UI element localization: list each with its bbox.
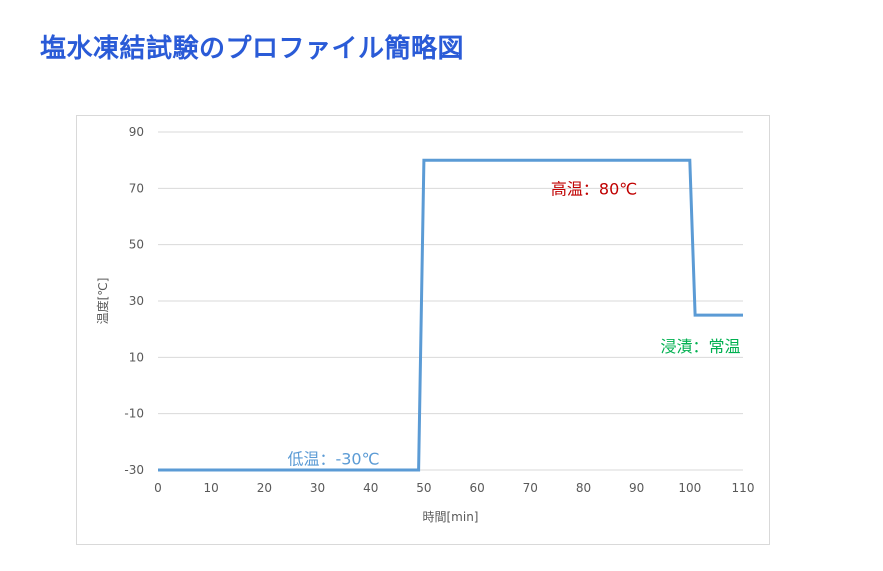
x-tick-label: 60: [469, 481, 484, 495]
x-tick-label: 90: [629, 481, 644, 495]
x-tick-label: 20: [257, 481, 272, 495]
y-tick-label: 10: [129, 350, 144, 364]
y-axis-label: 温度[℃]: [95, 278, 110, 325]
x-tick-label: 50: [416, 481, 431, 495]
annotation-label-1: 高温：80℃: [551, 179, 637, 198]
y-tick-labels: -30 -10 10 30 50 70 90: [124, 125, 144, 477]
y-tick-label: 90: [129, 125, 144, 139]
y-tick-label: 70: [129, 181, 144, 195]
series-lines: [158, 158, 743, 472]
y-tick-label: 50: [129, 238, 144, 252]
annotations: 低温：-30℃ 高温：80℃ 浸漬：常温: [287, 179, 740, 468]
x-tick-label: 40: [363, 481, 378, 495]
x-tick-label: 30: [310, 481, 325, 495]
x-tick-label: 100: [678, 481, 701, 495]
x-tick-label: 10: [204, 481, 219, 495]
y-tick-label: 30: [129, 294, 144, 308]
y-tick-label: -10: [124, 407, 144, 421]
series-line-0: [158, 158, 743, 472]
annotation-label-0: 低温：-30℃: [287, 450, 379, 469]
grid-lines: [158, 131, 743, 471]
x-axis-label: 時間[min]: [423, 510, 479, 524]
x-tick-label: 70: [523, 481, 538, 495]
x-tick-label: 110: [732, 481, 755, 495]
page-title: 塩水凍結試験のプロファイル簡略図: [40, 34, 465, 64]
x-tick-labels: 0 10 20 30 40 50 60 70 80 90 100 110: [154, 481, 754, 495]
x-tick-label: 0: [154, 481, 162, 495]
y-tick-label: -30: [124, 463, 144, 477]
x-tick-label: 80: [576, 481, 591, 495]
annotation-label-2: 浸漬：常温: [660, 337, 740, 356]
